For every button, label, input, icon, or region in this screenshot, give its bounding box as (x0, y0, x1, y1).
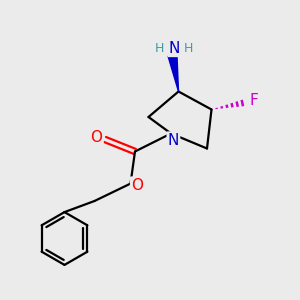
Text: O: O (91, 130, 103, 145)
Text: N: N (168, 41, 180, 56)
Text: H: H (183, 42, 193, 56)
Text: F: F (250, 93, 259, 108)
Text: H: H (155, 42, 165, 56)
Text: N: N (168, 133, 179, 148)
Text: O: O (131, 178, 143, 193)
Polygon shape (168, 55, 178, 92)
